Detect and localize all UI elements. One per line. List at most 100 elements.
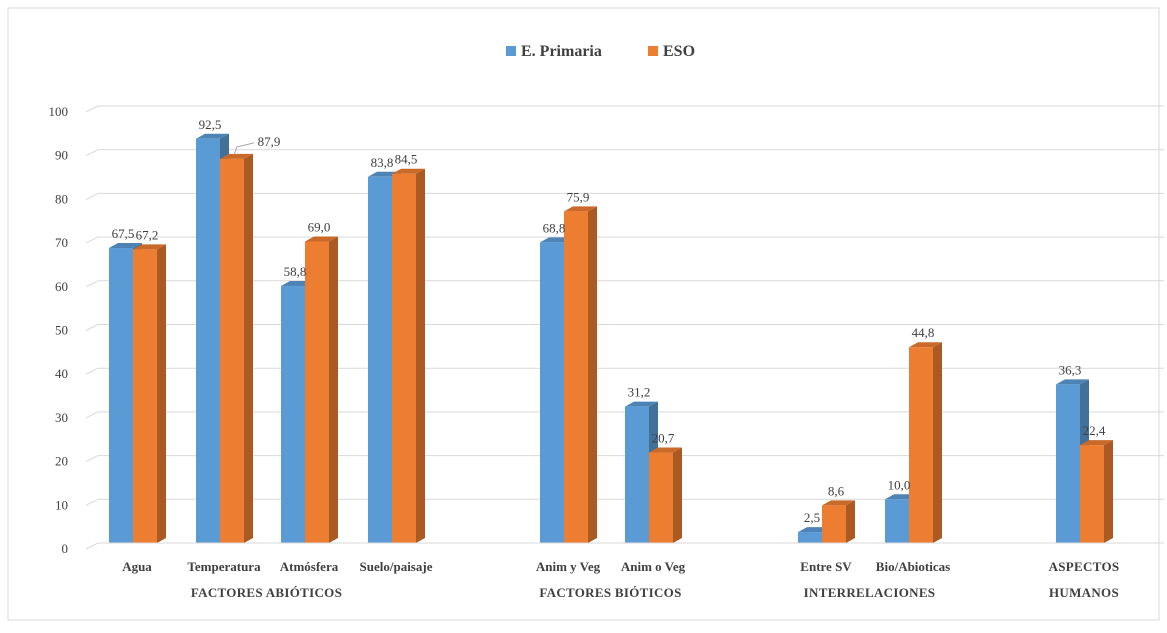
label-leader-line (233, 142, 255, 156)
bar (649, 447, 682, 543)
grid-line-floor (85, 236, 99, 244)
data-label: 67,5 (112, 226, 135, 241)
bar-face (909, 347, 933, 543)
bar-top (220, 153, 253, 159)
y-tick-label: 40 (55, 366, 68, 381)
bar (1080, 440, 1113, 543)
data-labels: 67,5 67,2 92,5 87,9 58,8 69,0 83,8 84,5 68,8 75,9… (112, 117, 1106, 525)
grid-line-floor (85, 149, 99, 157)
bar-series (109, 133, 1113, 544)
y-tick-label: 70 (55, 235, 68, 250)
bar-side (933, 342, 942, 543)
x-group-label: ASPECTOS (1049, 559, 1120, 574)
bar-side (416, 168, 425, 544)
y-tick-label: 100 (49, 104, 69, 119)
data-label: 83,8 (371, 155, 394, 170)
y-tick-label: 30 (55, 410, 68, 425)
bar-face (540, 242, 564, 543)
grid-line-floor (85, 192, 99, 200)
bar (133, 244, 166, 543)
bar-face (625, 406, 649, 543)
x-category-label: Bio/Abioticas (876, 559, 950, 574)
bar (220, 153, 253, 543)
bar-side (588, 206, 597, 543)
bar-top (305, 236, 338, 242)
x-axis: Agua Temperatura Atmósfera Suelo/paisaje Ani… (98, 542, 1164, 600)
data-label: 31,2 (628, 385, 651, 400)
bar-face (109, 248, 133, 543)
bar-top (909, 342, 942, 348)
legend-label: E. Primaria (521, 43, 602, 60)
x-category-label: Entre SV (800, 559, 852, 574)
x-category-label: Anim y Veg (536, 559, 601, 574)
y-tick-label: 80 (55, 191, 68, 206)
bar-face (392, 173, 416, 544)
chart-legend: E. Primaria ESO (506, 43, 695, 60)
bar-face (798, 532, 822, 543)
data-label: 8,6 (828, 483, 845, 498)
bar (909, 342, 942, 543)
x-category-label: Suelo/paisaje (360, 559, 433, 574)
bar-top (196, 133, 229, 139)
legend-swatch (506, 46, 516, 56)
bar-top (1080, 440, 1113, 446)
bar-top (392, 168, 425, 174)
bar-face (649, 452, 673, 543)
data-label: 87,9 (258, 134, 281, 149)
x-category-label: Atmósfera (280, 559, 339, 574)
x-group-label: HUMANOS (1049, 585, 1119, 600)
y-tick-label: 10 (55, 497, 68, 512)
grid-line-floor (85, 367, 99, 375)
data-label: 84,5 (395, 152, 418, 167)
data-label: 44,8 (912, 325, 935, 340)
bar-top (133, 244, 166, 250)
bar (305, 236, 338, 543)
x-category-label: Temperatura (187, 559, 261, 574)
data-label: 92,5 (199, 117, 222, 132)
x-group-label: INTERRELACIONES (804, 585, 936, 600)
grid-line-floor (85, 324, 99, 331)
bar-face (133, 249, 157, 543)
legend-label: ESO (663, 43, 695, 60)
data-label: 10,0 (888, 477, 911, 492)
x-category-label: Agua (122, 559, 152, 574)
bar-side (244, 153, 253, 543)
bar-face (368, 176, 392, 543)
bar-top (109, 243, 142, 249)
bar (822, 500, 855, 543)
bar-face (822, 505, 846, 543)
x-group-label: FACTORES BIÓTICOS (539, 585, 681, 600)
bar-face (1080, 445, 1104, 543)
y-tick-label: 60 (55, 279, 68, 294)
bar (564, 206, 597, 543)
data-label: 22,4 (1083, 423, 1106, 438)
y-tick-label: 50 (55, 323, 68, 338)
grid-line-floor (85, 498, 99, 506)
bar-side (846, 500, 855, 543)
grid-line-floor (85, 411, 99, 419)
bar-top (625, 401, 658, 407)
bar-top (1056, 379, 1089, 385)
bar-face (885, 499, 909, 543)
x-group-label: FACTORES ABIÓTICOS (191, 585, 342, 600)
data-label: 69,0 (308, 219, 331, 234)
x-category-label: Anim o Veg (621, 559, 686, 574)
data-label: 75,9 (567, 189, 590, 204)
y-axis: 0 10 20 30 40 50 60 70 80 90 100 (49, 104, 69, 556)
bar (392, 168, 425, 544)
grid-line-floor (85, 542, 99, 550)
grid-line-floor (85, 105, 99, 113)
bar-side (673, 447, 682, 543)
legend-swatch (648, 46, 658, 56)
bar-top (649, 447, 682, 453)
bar-side (329, 236, 338, 543)
bar-face (1056, 384, 1080, 543)
data-label: 68,8 (543, 220, 566, 235)
bar-face (196, 138, 220, 543)
data-label: 36,3 (1059, 362, 1082, 377)
bar-face (220, 158, 244, 543)
data-label: 58,8 (284, 264, 307, 279)
bar-top (822, 500, 855, 506)
